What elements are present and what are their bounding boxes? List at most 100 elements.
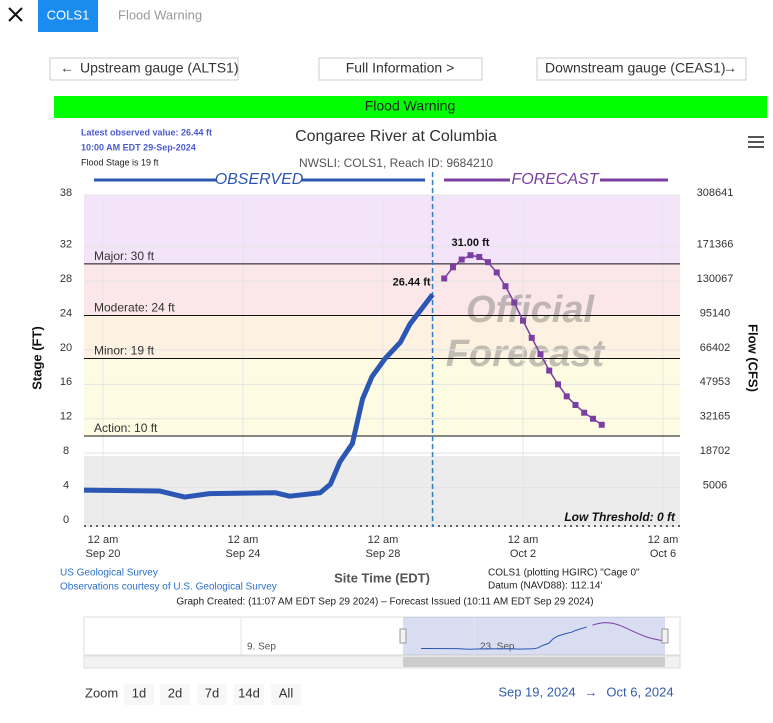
forecast-point bbox=[493, 269, 500, 276]
observed-line bbox=[83, 292, 435, 500]
forecast-point bbox=[476, 253, 483, 260]
button-label[interactable]: Upstream gauge (ALTS1) bbox=[80, 60, 238, 76]
tab-label[interactable]: Flood Warning bbox=[118, 7, 202, 22]
x-tick-label: Oct 2 bbox=[510, 548, 536, 560]
data-label: 31.00 ft bbox=[452, 237, 490, 249]
x-tick-label: 12 am bbox=[368, 534, 399, 546]
x-tick-label: 12 am bbox=[228, 534, 259, 546]
y2-tick-label: 66402 bbox=[700, 342, 731, 354]
y-tick-label: 12 bbox=[60, 411, 72, 423]
banner-text: Flood Warning bbox=[365, 98, 456, 114]
zoom-button-label[interactable]: 14d bbox=[238, 685, 260, 700]
datum-text: Datum (NAVD88): 112.14' bbox=[488, 581, 602, 592]
x-tick-label: Oct 6 bbox=[650, 548, 676, 560]
close-button[interactable] bbox=[8, 7, 23, 22]
y2-tick-label: 32165 bbox=[700, 411, 731, 423]
datum-text: COLS1 (plotting HGIRC) "Cage 0" bbox=[488, 568, 640, 579]
forecast-point bbox=[598, 421, 605, 428]
forecast-point bbox=[589, 415, 596, 422]
credit-text: Observations courtesy of U.S. Geological… bbox=[60, 582, 277, 593]
info-text: Flood Stage is 19 ft bbox=[81, 157, 159, 167]
watermark: Forecast bbox=[446, 333, 606, 375]
x-tick-label: Sep 28 bbox=[366, 548, 401, 560]
tab-active[interactable] bbox=[38, 0, 98, 32]
threshold-label: Action: 10 ft bbox=[94, 421, 158, 435]
forecast-point bbox=[537, 351, 544, 358]
arrow-icon: → bbox=[723, 60, 737, 76]
x-axis-title: Site Time (EDT) bbox=[334, 570, 430, 585]
x-tick-label: Sep 24 bbox=[226, 548, 261, 560]
y-tick-label: 0 bbox=[63, 514, 69, 526]
forecast-point bbox=[511, 299, 518, 306]
navigator-handle bbox=[399, 628, 407, 644]
zoom-button-label[interactable]: 1d bbox=[132, 685, 146, 700]
y-tick-label: 16 bbox=[60, 376, 72, 388]
threshold-label: Moderate: 24 ft bbox=[94, 301, 175, 315]
credit-text: US Geological Survey bbox=[60, 568, 158, 579]
button-label[interactable]: Full Information > bbox=[346, 60, 455, 76]
button-label[interactable]: Downstream gauge (CEAS1) bbox=[545, 60, 726, 76]
y2-tick-label: 95140 bbox=[700, 307, 731, 319]
footer-text: Graph Created: (11:07 AM EDT Sep 29 2024… bbox=[176, 597, 593, 608]
x-tick-label: 12 am bbox=[648, 534, 679, 546]
zoom-button-label[interactable]: 2d bbox=[168, 685, 182, 700]
zoom-button[interactable] bbox=[271, 684, 301, 705]
low-band bbox=[84, 456, 680, 527]
stage-band bbox=[84, 315, 680, 359]
data-label: 26.44 ft bbox=[393, 276, 431, 288]
y-tick-label: 24 bbox=[60, 307, 72, 319]
downstream-button[interactable] bbox=[536, 57, 747, 81]
navigator-bg bbox=[83, 616, 681, 656]
range-to: Oct 6, 2024 bbox=[606, 684, 673, 699]
legend-label: FORECAST bbox=[511, 171, 599, 188]
info-text: 10:00 AM EDT 29-Sep-2024 bbox=[81, 142, 196, 152]
upstream-button[interactable] bbox=[49, 57, 239, 81]
full-info-button[interactable] bbox=[318, 57, 483, 81]
range-from: Sep 19, 2024 bbox=[498, 684, 575, 699]
zoom-button-label[interactable]: 7d bbox=[205, 685, 219, 700]
y-tick-label: 38 bbox=[60, 187, 72, 199]
scrollbar-thumb bbox=[403, 657, 665, 667]
info-text: Latest observed value: 26.44 ft bbox=[81, 127, 212, 137]
threshold-label: Low Threshold: 0 ft bbox=[564, 510, 676, 524]
forecast-point bbox=[546, 367, 553, 374]
zoom-button[interactable] bbox=[160, 684, 190, 705]
forecast-point bbox=[502, 283, 509, 290]
y-tick-label: 32 bbox=[60, 239, 72, 251]
y2-tick-label: 5006 bbox=[703, 479, 727, 491]
zoom-button[interactable] bbox=[124, 684, 154, 705]
y2-tick-label: 171366 bbox=[697, 239, 734, 251]
range-arrow: → bbox=[585, 684, 598, 699]
stage-band bbox=[84, 195, 680, 264]
watermark: Official bbox=[466, 289, 596, 331]
navigator-line bbox=[421, 626, 587, 650]
chart-title: Congaree River at Columbia bbox=[295, 128, 497, 145]
tab-label[interactable]: COLS1 bbox=[47, 7, 90, 22]
y-axis-title: Stage (FT) bbox=[29, 326, 44, 390]
navigator-line bbox=[592, 622, 668, 642]
zoom-label: Zoom bbox=[85, 685, 118, 700]
y2-tick-label: 130067 bbox=[697, 273, 734, 285]
zoom-button[interactable] bbox=[234, 684, 264, 705]
navigator-handle bbox=[661, 628, 669, 644]
zoom-button-label[interactable]: All bbox=[279, 685, 294, 700]
navigator-tick-label: 23. Sep bbox=[480, 642, 515, 653]
forecast-point bbox=[563, 393, 570, 400]
forecast-point bbox=[528, 334, 535, 341]
zoom-button[interactable] bbox=[197, 684, 227, 705]
y-tick-label: 20 bbox=[60, 342, 72, 354]
forecast-point bbox=[484, 259, 491, 266]
menu-icon[interactable] bbox=[748, 136, 764, 148]
forecast-point bbox=[449, 264, 456, 271]
chart-subtitle: NWSLI: COLS1, Reach ID: 9684210 bbox=[299, 156, 493, 170]
arrow-icon: ← bbox=[60, 60, 74, 76]
banner bbox=[54, 96, 767, 118]
y2-axis-title: Flow (CFS) bbox=[746, 324, 761, 392]
y2-tick-label: 47953 bbox=[700, 376, 731, 388]
y-tick-label: 4 bbox=[63, 479, 69, 491]
forecast-point bbox=[441, 275, 448, 282]
forecast-point bbox=[467, 252, 474, 259]
legend-label: OBSERVED bbox=[215, 171, 304, 188]
forecast-point bbox=[581, 409, 588, 416]
